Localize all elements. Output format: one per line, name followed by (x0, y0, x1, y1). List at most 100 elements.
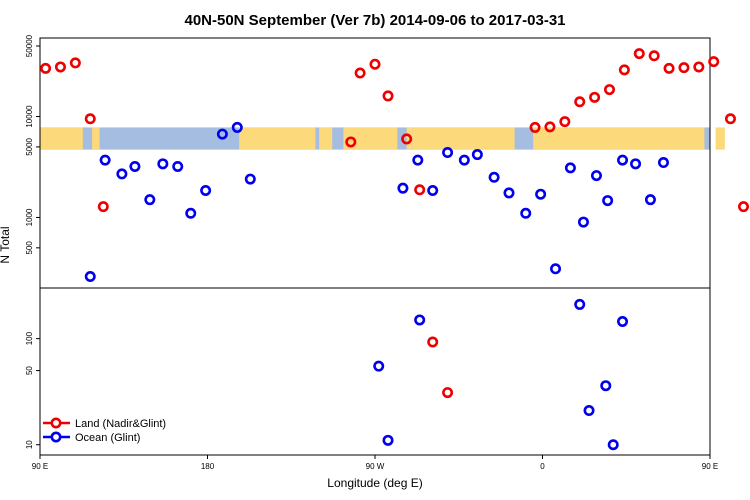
ocean-point (644, 194, 656, 206)
legend-label: Ocean (Glint) (75, 432, 140, 444)
y-axis-label: N Total (0, 226, 12, 263)
land-point (84, 113, 96, 125)
ocean-point (535, 188, 547, 200)
ocean-point (397, 182, 409, 194)
ocean-point (172, 160, 184, 172)
land-point (678, 62, 690, 74)
map-land (40, 127, 83, 150)
ocean-point (382, 434, 394, 446)
ocean-point (116, 168, 128, 180)
map-land (92, 127, 100, 150)
land-point (708, 56, 720, 68)
map-land (406, 127, 413, 150)
land-point (40, 62, 52, 74)
map-land (343, 127, 398, 150)
land-point (648, 50, 660, 62)
land-point (345, 136, 357, 148)
x-tick-label: 90 E (32, 462, 48, 471)
ocean-point (216, 128, 228, 140)
ocean-point (488, 171, 500, 183)
chart-title: 40N-50N September (Ver 7b) 2014-09-06 to… (184, 12, 565, 29)
land-point (69, 57, 81, 69)
land-point (559, 116, 571, 128)
data-points (40, 48, 749, 451)
land-point (589, 91, 601, 103)
y-tick-label: 5000 (25, 137, 34, 155)
land-point (54, 61, 66, 73)
land-point (401, 133, 413, 145)
y-tick-label: 10 (25, 440, 34, 449)
land-point (369, 58, 381, 70)
ocean-point (458, 154, 470, 166)
ocean-point (577, 216, 589, 228)
y-tick-label: 50000 (25, 34, 34, 57)
land-point (737, 201, 749, 213)
ocean-point (442, 147, 454, 159)
ocean-point (617, 316, 629, 328)
x-tick-label: 180 (201, 462, 215, 471)
land-point (574, 96, 586, 108)
land-point (529, 121, 541, 133)
x-tick-label: 90 W (366, 462, 385, 471)
land-point (544, 121, 556, 133)
land-point (442, 387, 454, 399)
plot-frame (39, 37, 711, 456)
ocean-point (564, 162, 576, 174)
ocean-point (583, 405, 595, 417)
map-land (239, 127, 316, 150)
y-tick-label: 10000 (25, 105, 34, 128)
x-tick-label: 90 E (702, 462, 718, 471)
land-point (354, 67, 366, 79)
land-point (618, 64, 630, 76)
axes: 90 E 180 90 W 0 90 E 500 1000 5000 10000 50000 10 5… (25, 34, 718, 471)
ocean-point (84, 271, 96, 283)
map-land (715, 127, 725, 150)
land-point (382, 90, 394, 102)
ocean-point (471, 149, 483, 161)
land-point (414, 184, 426, 196)
ocean-point (144, 194, 156, 206)
ocean-point (657, 157, 669, 169)
land-point (633, 48, 645, 60)
y-tick-label: 500 (25, 241, 34, 255)
land-point (97, 201, 109, 213)
y-tick-label: 50 (25, 366, 34, 375)
x-tick-label: 0 (540, 462, 545, 471)
map-land (412, 127, 515, 150)
legend-label: Land (Nadir&Glint) (75, 418, 166, 430)
land-point (427, 336, 439, 348)
ocean-point (602, 195, 614, 207)
ocean-point (157, 158, 169, 170)
ocean-point (600, 380, 612, 392)
ocean-point (520, 207, 532, 219)
ocean-point (617, 154, 629, 166)
ocean-point (244, 173, 256, 185)
y-tick-label: 100 (25, 331, 34, 345)
legend-marker (50, 431, 62, 443)
ocean-point (185, 207, 197, 219)
legend-marker (50, 417, 62, 429)
ocean-point (414, 314, 426, 326)
land-point (724, 113, 736, 125)
ocean-point (231, 121, 243, 133)
ocean-point (503, 187, 515, 199)
ocean-point (574, 298, 586, 310)
land-point (603, 84, 615, 96)
world-map-band (40, 127, 725, 150)
ocean-point (200, 184, 212, 196)
legend: Land (Nadir&Glint) Ocean (Glint) (43, 417, 166, 444)
ocean-point (412, 154, 424, 166)
map-land (319, 127, 333, 150)
map-land (533, 127, 705, 150)
ocean-point (373, 360, 385, 372)
ocean-point (590, 170, 602, 182)
ocean-point (550, 263, 562, 275)
x-axis-label: Longitude (deg E) (327, 476, 422, 490)
land-point (663, 62, 675, 74)
y-tick-label: 1000 (25, 208, 34, 226)
ocean-point (99, 154, 111, 166)
ocean-point (630, 158, 642, 170)
ocean-point (129, 160, 141, 172)
land-point (693, 61, 705, 73)
